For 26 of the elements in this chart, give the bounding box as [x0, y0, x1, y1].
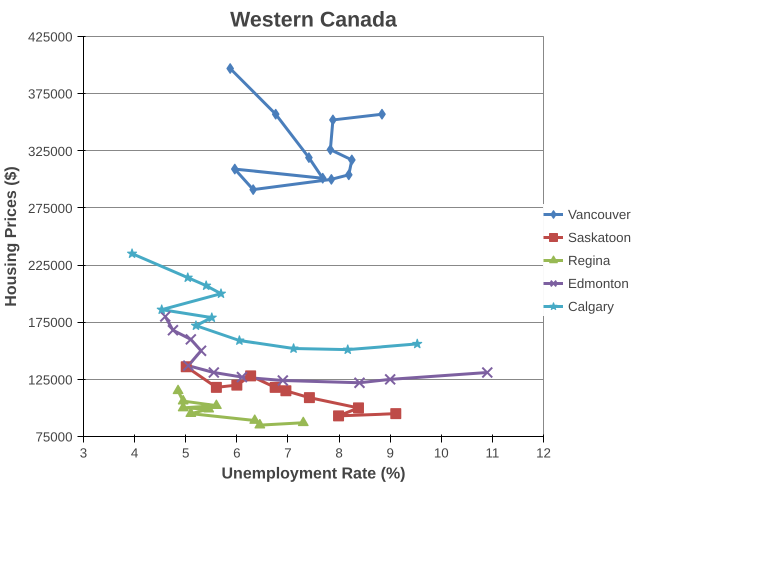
x-tick-label: 7	[284, 446, 292, 460]
x-tick-label: 10	[434, 446, 449, 460]
x-tick-label: 3	[80, 446, 88, 460]
y-axis-title: Housing Prices ($)	[3, 166, 20, 307]
x-tick-label: 9	[386, 446, 394, 460]
legend-label: Edmonton	[568, 276, 629, 290]
x-tick-label: 5	[182, 446, 190, 460]
chart-title: Western Canada	[230, 8, 398, 32]
y-tick-label: 325000	[28, 144, 73, 159]
y-tick-label: 375000	[28, 86, 73, 102]
y-tick-label: 425000	[28, 30, 73, 44]
y-tick-label: 75000	[35, 430, 72, 444]
y-tick-label: 175000	[28, 315, 73, 330]
y-tick-label: 125000	[28, 372, 73, 388]
legend-label: Vancouver	[568, 206, 631, 222]
x-tick-label: 11	[485, 446, 500, 460]
y-tick-label: 225000	[28, 258, 73, 274]
y-tick-label: 275000	[28, 200, 73, 216]
legend-label: Calgary	[568, 298, 614, 314]
x-tick-label: 4	[130, 446, 139, 460]
x-tick-label: 8	[335, 446, 343, 460]
legend-label: Regina	[568, 252, 610, 268]
x-axis-title: Unemployment Rate (%)	[221, 466, 406, 482]
x-tick-label: 12	[536, 446, 551, 460]
legend-label: Saskatoon	[568, 230, 631, 244]
x-tick-label: 6	[233, 446, 241, 460]
